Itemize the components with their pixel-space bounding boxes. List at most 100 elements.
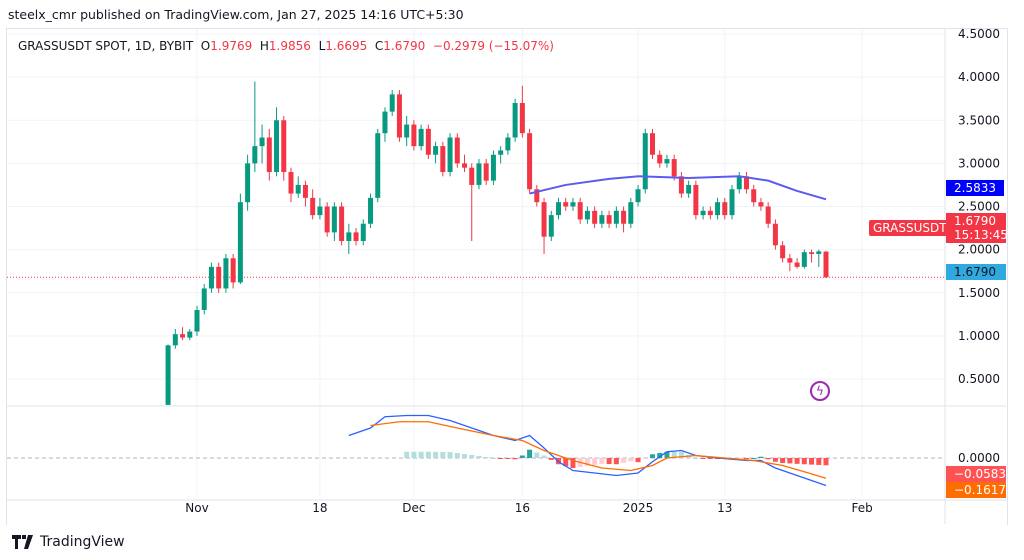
candle-body <box>592 210 598 224</box>
candle-body <box>541 202 547 237</box>
candle-body <box>324 206 330 233</box>
candle-body <box>223 258 229 289</box>
candle-body <box>360 223 366 241</box>
macd-histogram-bar <box>801 458 807 465</box>
macd-histogram-bar <box>592 458 598 465</box>
candle-body <box>180 334 186 338</box>
macd-histogram-bar <box>780 458 786 463</box>
candle-body <box>216 266 222 289</box>
candle-body <box>700 210 706 216</box>
candle-body <box>440 146 446 172</box>
macd-histogram-bar <box>476 456 482 458</box>
candle-body <box>657 154 663 164</box>
bar-countdown: 15:13:45 <box>954 228 1008 242</box>
lightning-icon[interactable]: ϟ <box>810 381 830 401</box>
macd-histogram-bar <box>671 451 677 458</box>
macd-histogram-bar <box>816 458 822 465</box>
macd-hist-tag: −0.0583 <box>946 466 1006 482</box>
time-axis-label: 2025 <box>623 501 654 515</box>
macd-signal-tag: −0.1617 <box>946 482 1006 498</box>
last-price: 1.6790 <box>954 214 996 228</box>
macd-histogram-bar <box>498 458 504 459</box>
candle-body <box>187 331 193 338</box>
macd-histogram-bar <box>563 458 569 467</box>
candle-body <box>613 210 619 224</box>
candle-body <box>317 206 323 216</box>
candle-body <box>664 159 670 164</box>
candle-body <box>389 94 395 112</box>
candle-body <box>751 189 757 203</box>
legend-low: 1.6695 <box>325 39 368 53</box>
candle-body <box>621 210 627 224</box>
price-axis-label: 2.0000 <box>958 243 1000 257</box>
candle-body <box>772 223 778 246</box>
candle-body <box>642 133 648 190</box>
candle-body <box>649 133 655 155</box>
macd-histogram-bar <box>418 451 424 458</box>
time-axis-label: 13 <box>717 501 732 515</box>
candle-body <box>447 137 453 172</box>
footer: TradingView <box>12 534 125 550</box>
legend-close-label: C <box>374 39 384 53</box>
candle-body <box>715 202 721 216</box>
candle-body <box>339 206 345 241</box>
tradingview-logo-icon <box>12 535 33 549</box>
macd-histogram-bar <box>743 458 749 459</box>
candle-body <box>353 232 359 241</box>
candle-body <box>382 111 388 134</box>
macd-histogram-bar <box>483 457 489 458</box>
candle-body <box>787 258 793 263</box>
macd-histogram-bar <box>404 451 410 458</box>
macd-histogram-bar <box>736 458 742 459</box>
candle-body <box>693 184 699 216</box>
candle-body <box>302 184 308 198</box>
candle-body <box>462 163 468 168</box>
macd-histogram-bar <box>505 458 511 459</box>
macd-signal-line <box>370 421 827 479</box>
candle-body <box>794 262 800 267</box>
macd-histogram-bar <box>664 451 670 458</box>
candle-body <box>722 202 728 216</box>
candle-body <box>563 202 569 207</box>
symbol-legend: GRASSUSDT SPOT, 1D, BYBIT O1.9769 H1.985… <box>18 39 554 53</box>
macd-histogram-bar <box>707 458 713 459</box>
candle-body <box>252 146 258 164</box>
candle-body <box>404 124 410 138</box>
candle-body <box>230 258 236 283</box>
legend-open: 1.9769 <box>210 39 253 53</box>
candle-body <box>396 94 402 138</box>
macd-histogram-bar <box>433 451 439 458</box>
candle-body <box>556 202 561 216</box>
candle-body <box>425 128 431 155</box>
candle-body <box>758 202 764 207</box>
candle-body <box>498 150 504 155</box>
price-axis-label: 1.0000 <box>958 329 1000 343</box>
candle-body <box>505 137 511 151</box>
legend-change: −0.2979 (−15.07%) <box>432 39 554 53</box>
candle-body <box>411 124 417 147</box>
macd-histogram-bar <box>606 458 612 465</box>
macd-line <box>348 414 827 487</box>
candle-body <box>816 251 822 254</box>
candle-body <box>584 210 590 220</box>
macd-histogram-bar <box>794 458 800 464</box>
moving-average-line <box>529 175 827 201</box>
candle-body <box>418 128 424 147</box>
price-axis-label: 0.5000 <box>958 372 1000 386</box>
macd-histogram-bar <box>787 458 793 464</box>
macd-histogram-bar <box>519 455 525 458</box>
macd-histogram-bar <box>628 458 634 462</box>
macd-histogram-bar <box>599 458 605 464</box>
price-axis-label: 3.5000 <box>958 113 1000 127</box>
legend-symbol: GRASSUSDT SPOT, 1D, BYBIT <box>18 39 194 53</box>
candle-body <box>570 202 576 207</box>
publisher-line: steelx_cmr published on TradingView.com,… <box>8 7 464 22</box>
candle-body <box>259 137 265 147</box>
candle-body <box>577 202 583 220</box>
macd-histogram-bar <box>758 456 764 458</box>
candle-body <box>245 163 251 203</box>
candle-body <box>288 172 294 194</box>
footer-brand[interactable]: TradingView <box>40 534 125 550</box>
candle-body <box>476 163 482 185</box>
